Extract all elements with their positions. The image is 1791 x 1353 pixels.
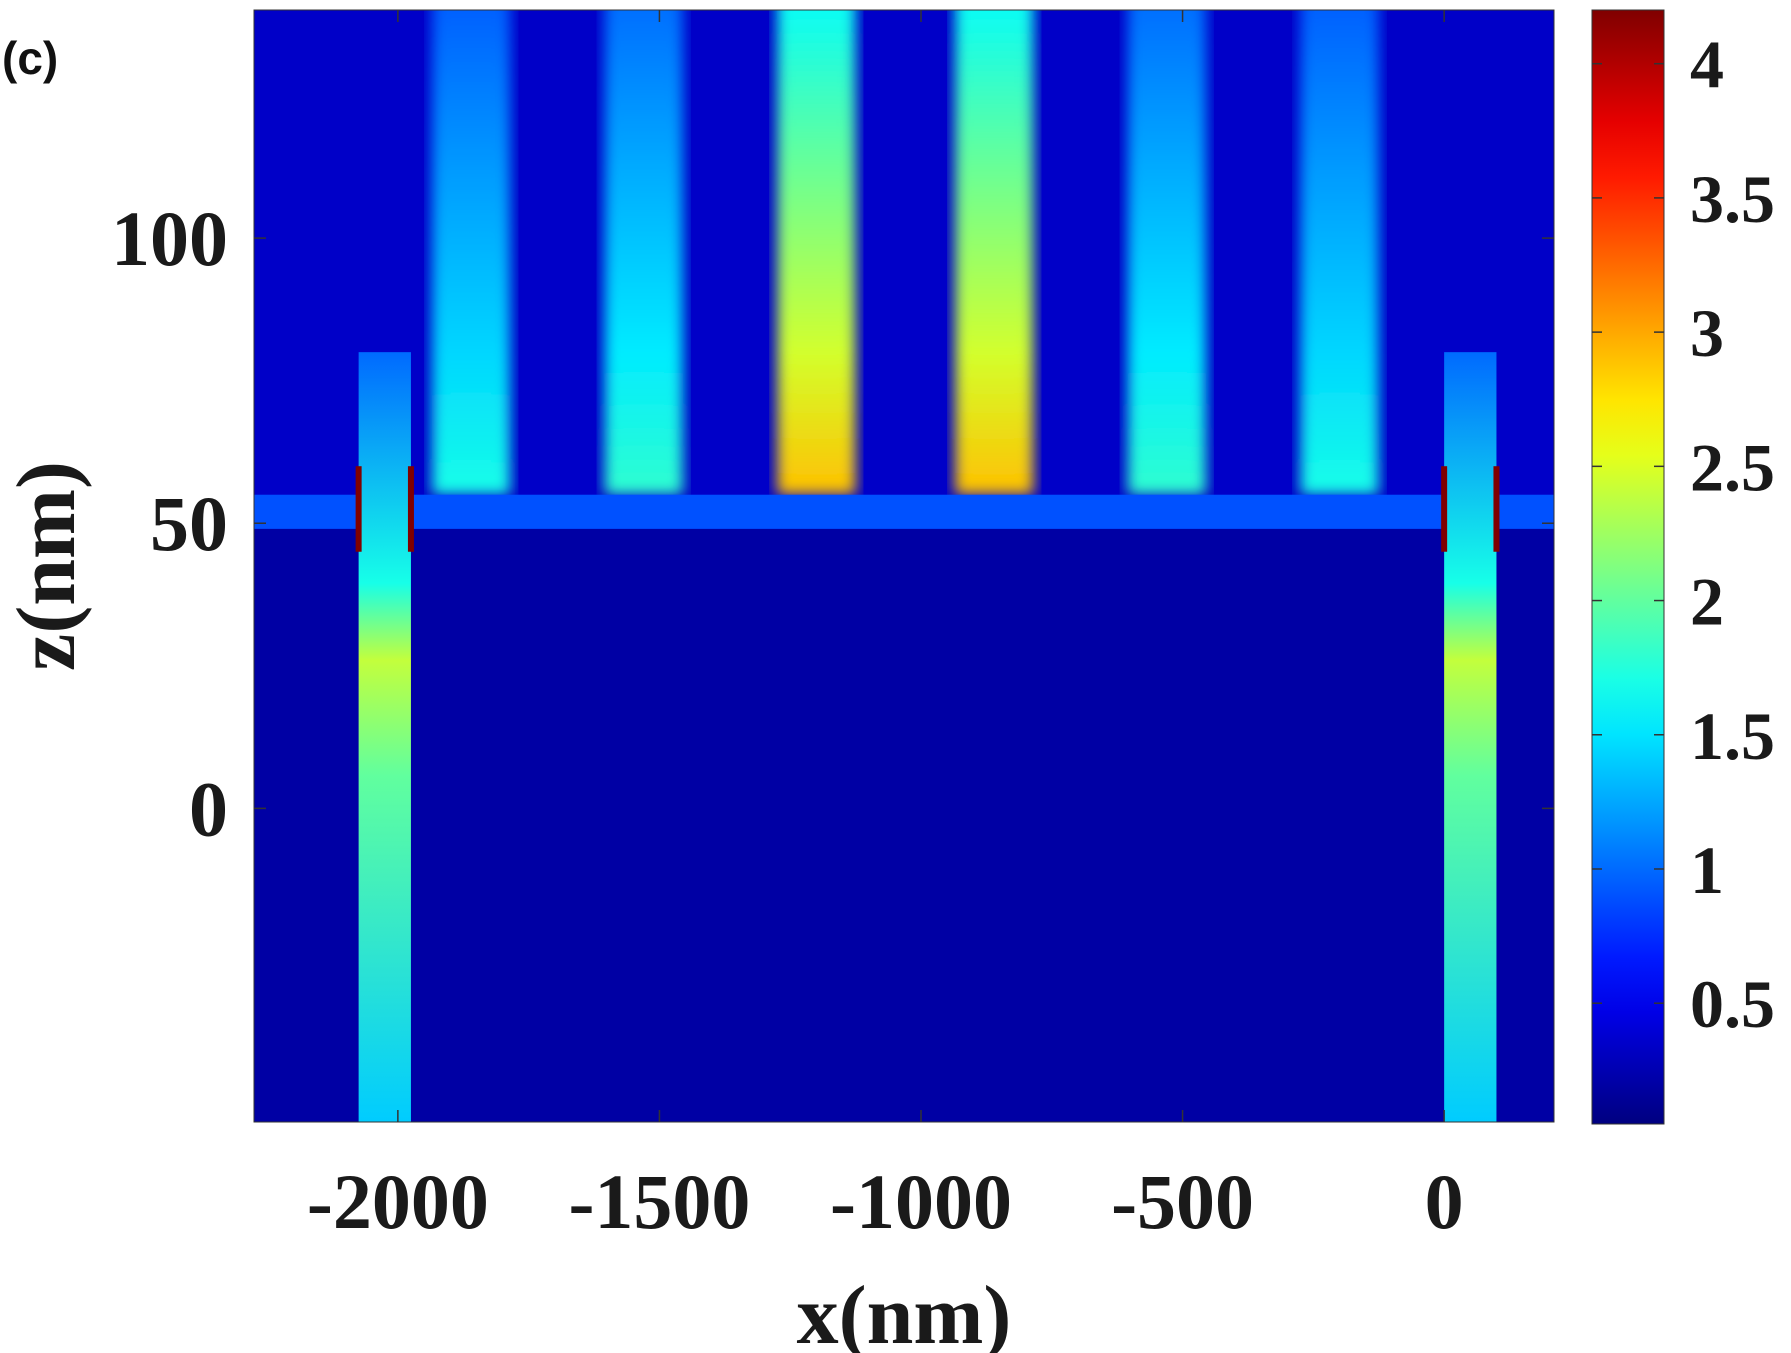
y-axis-ticks: 0 50 100 — [111, 195, 1554, 852]
x-axis-ticks: -2000 -1500 -1000 -500 0 — [307, 10, 1464, 1245]
colorbar-tick-label: 2 — [1690, 564, 1724, 640]
y-tick-label: 50 — [150, 480, 228, 567]
slit-channel — [1444, 352, 1497, 1122]
colorbar: 0.5 1 1.5 2 2.5 3 3.5 4 — [1591, 9, 1775, 1125]
substrate-region — [254, 528, 1554, 1122]
slit-channel — [358, 352, 411, 1122]
slit-edge-hotspot — [355, 466, 362, 552]
colorbar-tick-label: 1.5 — [1690, 698, 1775, 774]
y-tick-label: 100 — [111, 195, 228, 282]
slit-edge-hotspot — [407, 466, 414, 552]
colorbar-tick-label: 3 — [1690, 295, 1724, 371]
x-axis-label: x(nm) — [797, 1269, 1012, 1353]
interference-fringe — [1300, 10, 1379, 495]
interference-fringe — [1127, 10, 1207, 495]
x-tick-label: -1500 — [568, 1158, 750, 1245]
heatmap-plot-area — [253, 9, 1555, 1123]
x-tick-label: -500 — [1111, 1158, 1254, 1245]
field-intensity-marks — [254, 10, 1554, 1122]
film-layer — [254, 494, 1554, 529]
interference-fringe — [431, 10, 511, 495]
x-tick-label: 0 — [1425, 1158, 1464, 1245]
interference-fringe — [955, 10, 1034, 495]
slit-edge-hotspot — [1441, 466, 1448, 552]
interference-fringe — [604, 10, 683, 495]
panel-label: (c) — [2, 32, 58, 84]
plot-frame — [253, 9, 1555, 1123]
colorbar-ticks: 0.5 1 1.5 2 2.5 3 3.5 4 — [1592, 27, 1775, 1042]
colorbar-tick-label: 2.5 — [1690, 429, 1775, 505]
slit-edge-hotspot — [1493, 466, 1500, 552]
colorbar-tick-label: 0.5 — [1690, 966, 1775, 1042]
y-axis-label: z(nm) — [0, 461, 93, 671]
colorbar-tick-label: 3.5 — [1690, 161, 1775, 237]
x-tick-label: -2000 — [307, 1158, 489, 1245]
colorbar-tick-label: 1 — [1690, 832, 1724, 908]
x-tick-label: -1000 — [830, 1158, 1012, 1245]
colorbar-tick-label: 4 — [1690, 27, 1724, 103]
interference-fringe — [777, 10, 856, 495]
colorbar-bar — [1591, 9, 1665, 1125]
y-tick-label: 0 — [189, 765, 228, 852]
